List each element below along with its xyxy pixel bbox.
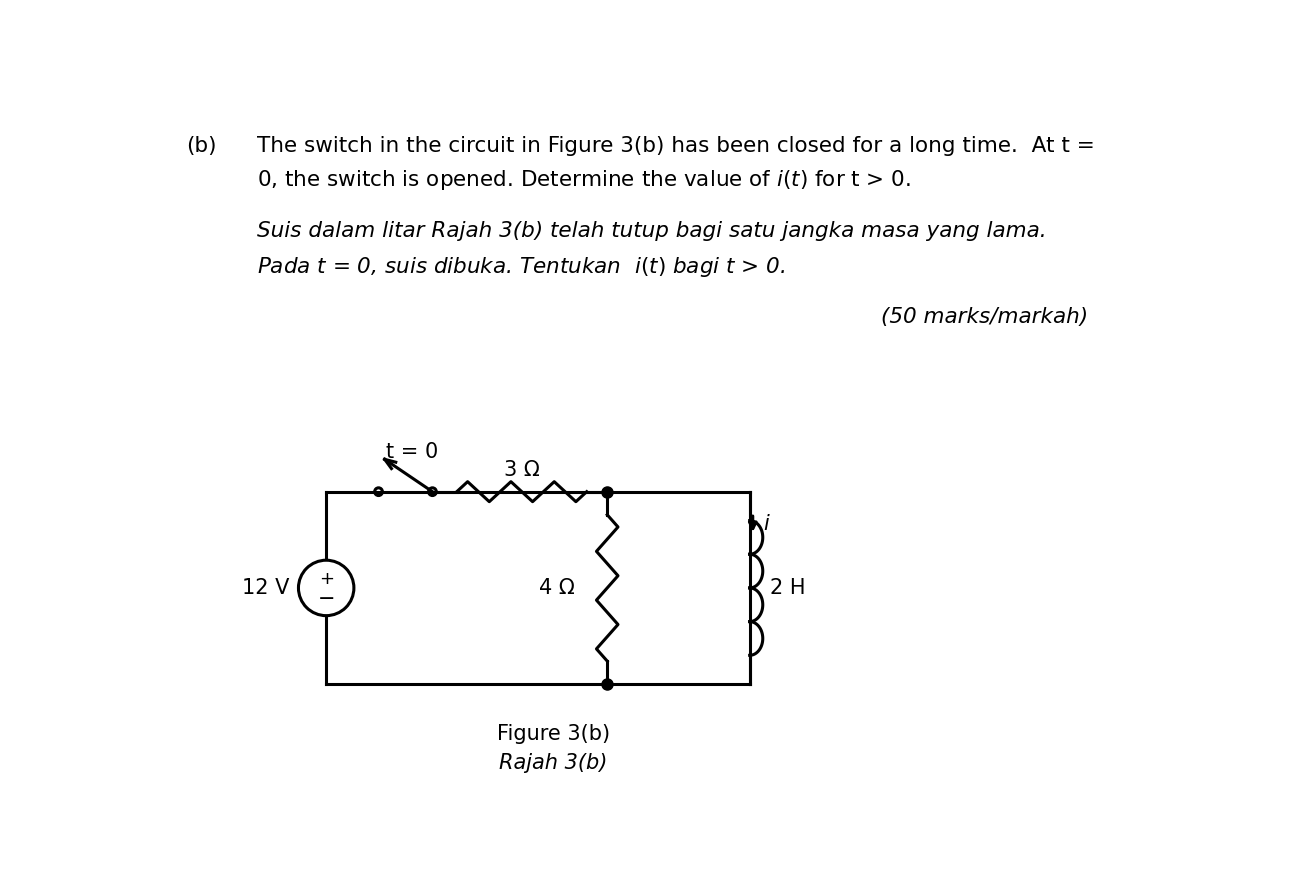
Text: The switch in the circuit in Figure 3(b) has been closed for a long time.  At t : The switch in the circuit in Figure 3(b)… [257, 136, 1095, 156]
Text: i: i [764, 514, 769, 534]
Text: Rajah 3(b): Rajah 3(b) [499, 754, 608, 773]
Text: 4 Ω: 4 Ω [539, 578, 575, 598]
Text: t = 0: t = 0 [386, 442, 439, 461]
Text: (b): (b) [186, 136, 217, 156]
Text: Suis dalam litar Rajah 3(b) telah tutup bagi satu jangka masa yang lama.: Suis dalam litar Rajah 3(b) telah tutup … [257, 220, 1046, 241]
Text: 0, the switch is opened. Determine the value of $i(t)$ for t > 0.: 0, the switch is opened. Determine the v… [257, 168, 911, 192]
Text: Figure 3(b): Figure 3(b) [497, 725, 610, 744]
Text: −: − [317, 589, 335, 609]
Text: 2 H: 2 H [770, 578, 805, 598]
Text: Pada t = 0, suis dibuka. Tentukan  $i(t)$ bagi t > 0.: Pada t = 0, suis dibuka. Tentukan $i(t)$… [257, 254, 786, 278]
Text: +: + [319, 571, 334, 589]
Text: (50 marks/markah): (50 marks/markah) [881, 307, 1089, 327]
Text: 3 Ω: 3 Ω [504, 461, 539, 480]
Text: 12 V: 12 V [241, 578, 289, 598]
